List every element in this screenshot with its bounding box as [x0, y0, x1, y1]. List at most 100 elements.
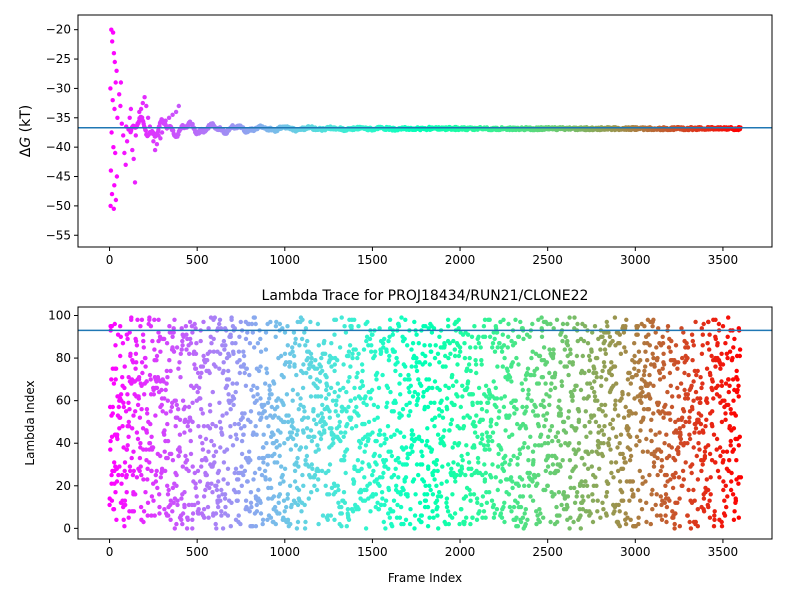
- lambda-point: [601, 360, 607, 365]
- lambda-point: [604, 494, 609, 499]
- lambda-point: [612, 364, 618, 369]
- lambda-point: [236, 477, 241, 482]
- lambda-point: [141, 345, 146, 350]
- lambda-point: [669, 338, 674, 344]
- lambda-point: [474, 370, 479, 376]
- lambda-point: [474, 517, 480, 522]
- lambda-point: [641, 372, 647, 378]
- lambda-point: [689, 404, 695, 410]
- lambda-point: [253, 321, 258, 327]
- lambda-point: [647, 381, 653, 386]
- lambda-point: [678, 430, 683, 435]
- lambda-point: [683, 460, 688, 465]
- lambda-point: [360, 368, 365, 374]
- lambda-point: [403, 475, 409, 480]
- delta-g-point: [130, 147, 135, 153]
- lambda-point: [695, 477, 701, 482]
- lambda-point: [580, 507, 585, 512]
- lambda-point: [632, 360, 637, 365]
- lambda-point: [114, 517, 119, 522]
- lambda-point: [585, 466, 591, 471]
- lambda-point: [713, 460, 718, 465]
- lambda-point: [468, 521, 473, 527]
- lambda-point: [734, 368, 739, 374]
- lambda-point: [195, 389, 200, 395]
- lambda-point: [447, 428, 452, 433]
- lambda-point: [480, 417, 485, 422]
- lambda-point: [259, 415, 264, 420]
- lambda-point: [444, 479, 449, 484]
- lambda-point: [514, 355, 519, 361]
- lambda-point: [392, 349, 397, 354]
- lambda-point: [592, 379, 597, 384]
- lambda-point: [673, 470, 678, 476]
- lambda-point: [655, 355, 660, 361]
- lambda-point: [206, 515, 211, 520]
- lambda-point: [226, 392, 231, 397]
- delta-g-point: [151, 139, 156, 144]
- lambda-point: [403, 317, 408, 322]
- lambda-point: [148, 421, 153, 427]
- lambda-point: [500, 364, 505, 369]
- lambda-point: [722, 398, 727, 403]
- lambda-point: [525, 366, 531, 371]
- lambda-point: [261, 460, 266, 465]
- lambda-point: [527, 470, 532, 476]
- lambda-point: [201, 494, 207, 499]
- lambda-point: [292, 479, 298, 484]
- lambda-point: [421, 479, 427, 484]
- lambda-point: [528, 494, 533, 499]
- lambda-point: [704, 477, 709, 482]
- lambda-point: [495, 464, 501, 469]
- lambda-point: [543, 381, 548, 386]
- lambda-point: [719, 519, 724, 525]
- lambda-point: [130, 426, 135, 431]
- lambda-point: [551, 326, 556, 331]
- lambda-point: [323, 396, 329, 401]
- lambda-point: [406, 413, 411, 418]
- lambda-point: [316, 468, 321, 474]
- lambda-point: [167, 324, 172, 329]
- lambda-point: [516, 362, 521, 367]
- lambda-point: [205, 481, 210, 486]
- lambda-point: [636, 521, 641, 527]
- lambda-point: [583, 479, 588, 484]
- lambda-point: [280, 472, 285, 478]
- delta-g-point: [112, 183, 117, 188]
- lambda-point: [605, 324, 610, 329]
- lambda-point: [391, 409, 396, 414]
- lambda-point: [193, 481, 198, 486]
- x-tick-label: 0: [106, 253, 114, 267]
- lambda-point: [157, 511, 162, 516]
- lambda-point: [285, 492, 290, 497]
- lambda-point: [346, 349, 352, 354]
- lambda-point: [306, 366, 311, 371]
- lambda-point: [670, 509, 675, 514]
- lambda-point: [483, 515, 488, 520]
- lambda-point: [145, 513, 150, 518]
- lambda-point: [621, 498, 626, 503]
- lambda-point: [149, 468, 154, 474]
- lambda-point: [468, 498, 473, 503]
- lambda-point: [433, 462, 439, 467]
- lambda-point: [468, 492, 473, 497]
- lambda-point: [128, 353, 133, 359]
- lambda-point: [271, 432, 276, 437]
- lambda-point: [386, 466, 391, 471]
- lambda-point: [362, 449, 367, 454]
- lambda-point: [300, 472, 305, 478]
- lambda-point: [728, 438, 733, 444]
- lambda-point: [342, 500, 348, 505]
- lambda-point: [621, 330, 627, 335]
- lambda-point: [327, 415, 332, 420]
- lambda-point: [594, 483, 599, 488]
- lambda-point: [295, 502, 301, 508]
- lambda-point: [207, 426, 213, 431]
- lambda-point: [661, 375, 666, 380]
- lambda-point: [352, 464, 357, 469]
- lambda-point: [131, 468, 136, 474]
- lambda-point: [599, 428, 605, 433]
- lambda-point: [172, 317, 177, 322]
- lambda-point: [589, 464, 594, 469]
- lambda-point: [367, 464, 372, 469]
